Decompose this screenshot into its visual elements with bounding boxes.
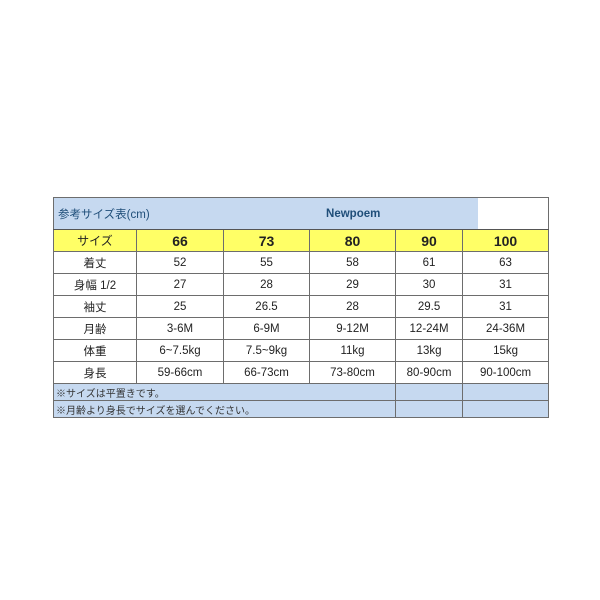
size-header: 66 (136, 229, 224, 252)
table-cell: 52 (136, 251, 224, 274)
size-header: 100 (462, 229, 550, 252)
table-cell: 59-66cm (136, 361, 224, 384)
table-cell: 90-100cm (462, 361, 550, 384)
table-cell: 6-9M (223, 317, 310, 340)
table-cell: 13kg (395, 339, 464, 362)
size-chart-table: 参考サイズ表(cm) Newpoem サイズ 66 73 80 90 100 着… (52, 197, 550, 418)
table-cell: 26.5 (223, 295, 310, 318)
table-cell: 31 (462, 273, 550, 296)
note-blank-cell (395, 383, 464, 401)
note-blank-cell (395, 400, 464, 418)
table-cell: 3-6M (136, 317, 224, 340)
row-label: 月齢 (53, 317, 137, 340)
table-cell: 61 (395, 251, 464, 274)
table-cell: 11kg (308, 339, 397, 362)
table-cell: 6~7.5kg (136, 339, 224, 362)
size-header: 73 (223, 229, 310, 252)
table-cell: 15kg (462, 339, 550, 362)
title-row: 参考サイズ表(cm) Newpoem (52, 197, 549, 230)
size-header: 90 (395, 229, 464, 252)
table-cell: 63 (462, 251, 550, 274)
table-cell: 80-90cm (395, 361, 464, 384)
row-label: 体重 (53, 339, 137, 362)
table-cell: 27 (136, 273, 224, 296)
header-label: サイズ (53, 229, 137, 252)
table-row: 身幅 1/2 27 28 29 30 31 (53, 273, 550, 296)
note-text: ※月齢より身長でサイズを選んでください。 (52, 400, 397, 418)
table-row: 着丈 52 55 58 61 63 (53, 251, 550, 274)
header-row: サイズ 66 73 80 90 100 (53, 229, 550, 252)
size-header: 80 (308, 229, 397, 252)
table-row: 体重 6~7.5kg 7.5~9kg 11kg 13kg 15kg (53, 339, 550, 362)
note-row: ※月齢より身長でサイズを選んでください。 (52, 400, 550, 418)
row-label: 身長 (53, 361, 137, 384)
table-cell: 73-80cm (308, 361, 397, 384)
row-label: 身幅 1/2 (53, 273, 137, 296)
table-cell: 24-36M (462, 317, 550, 340)
table-cell: 66-73cm (223, 361, 310, 384)
table-cell: 58 (308, 251, 397, 274)
table-cell: 28 (223, 273, 310, 296)
table-cell: 30 (395, 273, 464, 296)
table-cell: 7.5~9kg (223, 339, 310, 362)
table-cell: 31 (462, 295, 550, 318)
table-cell: 9-12M (308, 317, 397, 340)
row-label: 着丈 (53, 251, 137, 274)
table-row: 身長 59-66cm 66-73cm 73-80cm 80-90cm 90-100cm (53, 361, 550, 384)
note-text: ※サイズは平置きです。 (52, 383, 397, 401)
table-row: 月齢 3-6M 6-9M 9-12M 12-24M 24-36M (53, 317, 550, 340)
note-row: ※サイズは平置きです。 (52, 383, 550, 401)
table-cell: 28 (308, 295, 397, 318)
row-label: 袖丈 (53, 295, 137, 318)
note-blank-cell (462, 400, 550, 418)
table-cell: 12-24M (395, 317, 464, 340)
brand-name: Newpoem (325, 197, 480, 230)
table-cell: 29.5 (395, 295, 464, 318)
table-row: 袖丈 25 26.5 28 29.5 31 (53, 295, 550, 318)
table-cell: 25 (136, 295, 224, 318)
table-cell: 55 (223, 251, 310, 274)
table-cell: 29 (308, 273, 397, 296)
note-blank-cell (462, 383, 550, 401)
